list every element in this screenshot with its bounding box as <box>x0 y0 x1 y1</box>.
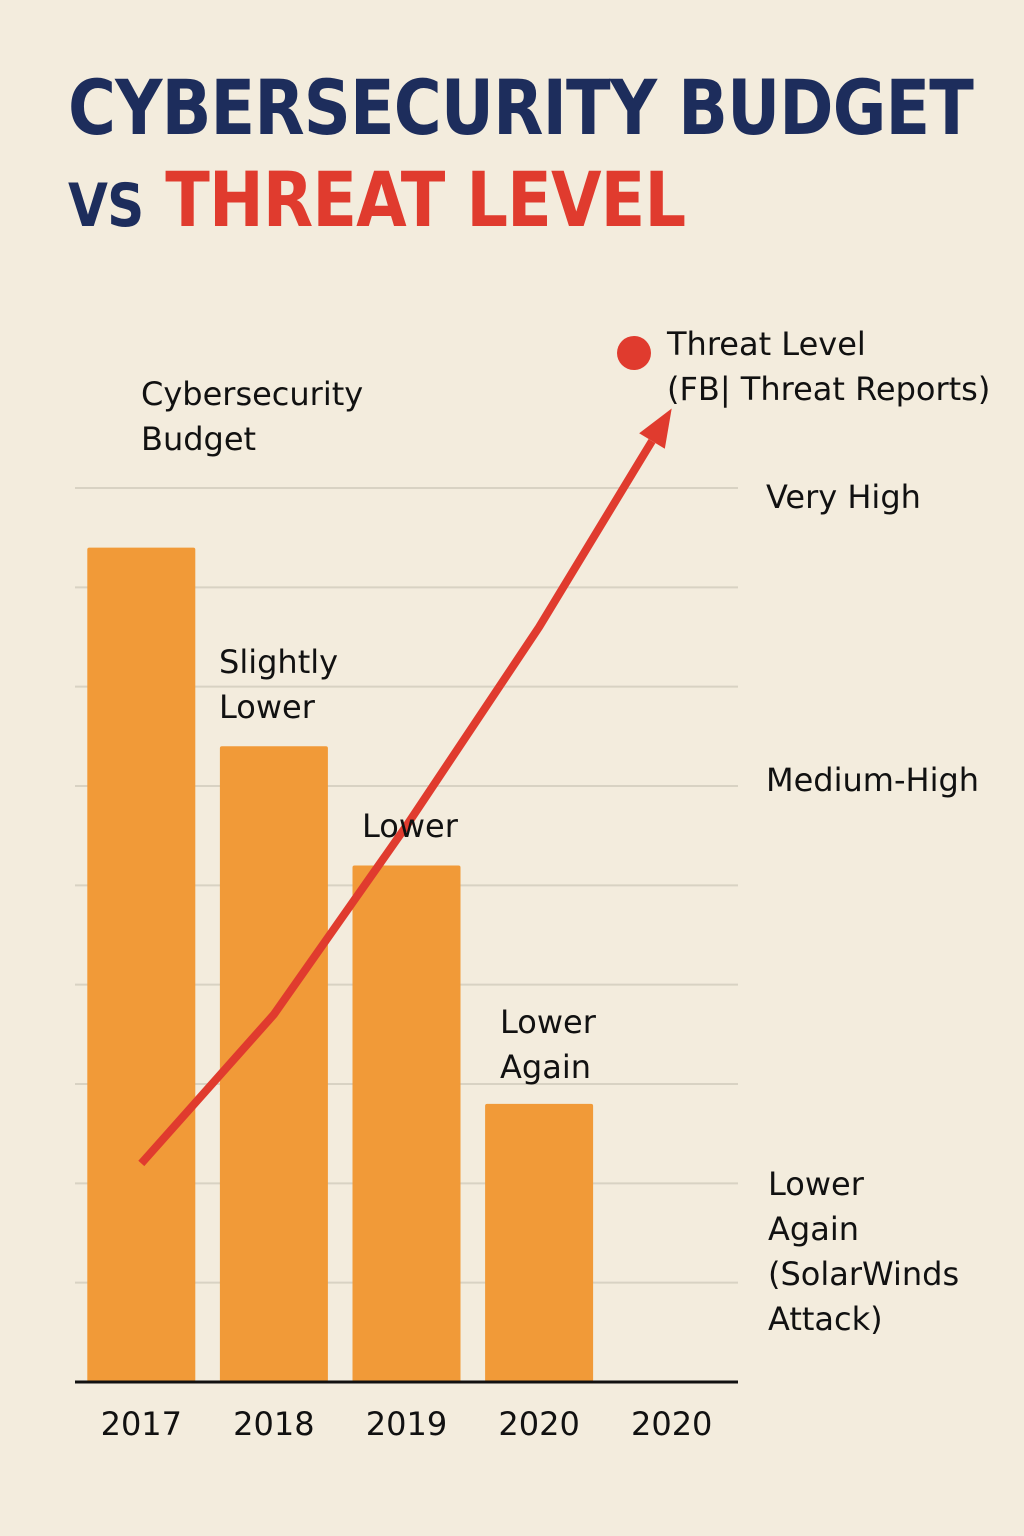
x-tick-label: 2020 <box>631 1405 712 1443</box>
legend-budget: Cybersecurity Budget <box>141 375 364 458</box>
bars <box>87 547 594 1382</box>
level-label-medium-high: Medium-High <box>766 761 980 799</box>
arrowhead-icon <box>639 408 672 449</box>
x-tick-label: 2018 <box>233 1405 314 1443</box>
level-label-lower-again: Lower Again (SolarWinds Attack) <box>768 1165 960 1338</box>
title-vs: VS <box>68 171 144 241</box>
bar-2019 <box>352 865 461 1382</box>
bar-label-2020: Lower Again <box>500 1003 596 1086</box>
title-line-1: CYBERSECURITY BUDGET <box>68 63 974 152</box>
bar-2020 <box>485 1103 594 1382</box>
red-dot-icon <box>617 336 651 370</box>
legend-threat-level: Threat Level (FB| Threat Reports) <box>667 325 991 408</box>
bar-label-2018: Slightly Lower <box>219 643 339 726</box>
bar-label-2019: Lower <box>362 807 458 845</box>
x-tick-labels: 2017 2018 2019 2020 2020 <box>101 1405 713 1443</box>
bar-2018 <box>219 746 328 1382</box>
chart-title: CYBERSECURITY BUDGET VS THREAT LEVEL <box>68 62 974 252</box>
x-tick-label: 2020 <box>498 1405 579 1443</box>
x-tick-label: 2017 <box>101 1405 182 1443</box>
title-threat-level: THREAT LEVEL <box>165 155 686 244</box>
level-label-very-high: Very High <box>766 478 921 516</box>
threat-level-line <box>138 438 656 1167</box>
bar-2017 <box>87 547 196 1382</box>
threat-line <box>138 408 672 1167</box>
x-tick-label: 2019 <box>366 1405 447 1443</box>
